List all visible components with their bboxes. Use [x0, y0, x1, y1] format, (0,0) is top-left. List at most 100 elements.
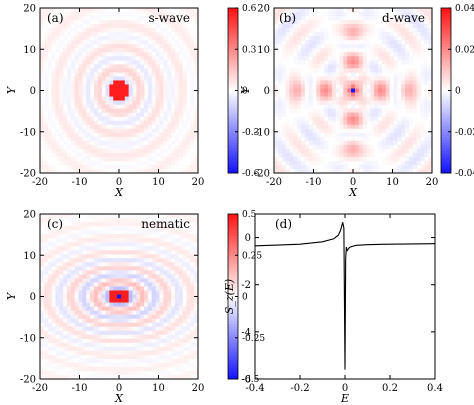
heatmap-cell — [277, 104, 283, 110]
heatmap-cell — [74, 168, 79, 174]
heatmap-cell — [274, 76, 279, 81]
heatmap-cell — [312, 44, 317, 49]
heatmap-cell — [147, 120, 153, 126]
heatmap-cell — [339, 72, 344, 77]
heatmap-cell — [171, 230, 176, 235]
heatmap-cell — [190, 226, 195, 231]
heatmap-cell — [159, 124, 164, 130]
heatmap-cell — [167, 156, 172, 162]
heatmap-cell — [70, 96, 76, 101]
heatmap-cell — [178, 108, 183, 114]
heatmap-cell — [55, 314, 60, 320]
heatmap-cell — [167, 64, 172, 69]
heatmap-cell — [393, 44, 398, 49]
heatmap-cell — [343, 144, 348, 150]
heatmap-cell — [312, 124, 317, 130]
heatmap-cell — [424, 100, 429, 105]
colorbar-tick-label: 0.25 — [242, 251, 262, 261]
heatmap-cell — [351, 72, 356, 77]
heatmap-cell — [63, 96, 68, 101]
heatmap-cell — [308, 28, 313, 33]
heatmap-cell — [362, 124, 367, 130]
heatmap-cell — [300, 52, 306, 57]
heatmap-cell — [128, 230, 133, 235]
heatmap-cell — [316, 60, 321, 65]
heatmap-cell — [124, 72, 130, 77]
heatmap-cell — [63, 302, 68, 307]
heatmap-cell — [105, 36, 110, 41]
heatmap-cell — [405, 36, 410, 41]
heatmap-cell — [171, 148, 176, 154]
heatmap-cell — [354, 44, 360, 49]
heatmap-cell — [343, 112, 348, 118]
heatmap-cell — [163, 222, 168, 227]
heatmap-cell — [171, 52, 176, 57]
y-axis-label: Y — [5, 291, 18, 300]
heatmap-cell — [109, 246, 114, 251]
heatmap-cell — [416, 88, 421, 93]
heatmap-cell — [47, 132, 52, 138]
heatmap-cell — [70, 116, 76, 122]
heatmap-cell — [155, 44, 160, 49]
heatmap-cell — [78, 68, 83, 73]
heatmap-cell — [312, 28, 317, 33]
heatmap-cell — [178, 148, 183, 154]
heatmap-cell — [113, 326, 118, 332]
heatmap-cell — [97, 124, 103, 130]
heatmap-cell — [86, 350, 91, 356]
heatmap-cell — [194, 238, 199, 243]
heatmap-cell — [144, 28, 149, 33]
heatmap-cell — [370, 164, 375, 170]
heatmap-cell — [86, 32, 91, 37]
colorbar-segment — [228, 90, 238, 94]
heatmap-cell — [174, 226, 180, 231]
heatmap-cell — [51, 214, 56, 219]
heatmap-cell — [86, 164, 91, 170]
heatmap-cell — [90, 342, 95, 348]
heatmap-cell — [194, 326, 199, 332]
heatmap-cell — [293, 48, 298, 53]
heatmap-cell — [101, 314, 106, 320]
heatmap-cell — [78, 294, 83, 299]
heatmap-cell — [109, 92, 114, 97]
heatmap-cell — [159, 290, 164, 295]
heatmap-cell — [174, 278, 180, 283]
heatmap-cell — [128, 374, 133, 380]
heatmap-cell — [316, 96, 321, 101]
heatmap-cell — [63, 230, 68, 235]
heatmap-cell — [312, 112, 317, 118]
heatmap-cell — [124, 68, 130, 73]
colorbar-segment — [228, 49, 238, 53]
heatmap-cell — [117, 222, 122, 227]
heatmap-cell — [389, 160, 394, 166]
heatmap-cell — [63, 298, 68, 303]
heatmap-cell — [289, 24, 294, 29]
heatmap-cell — [190, 116, 195, 122]
heatmap-cell — [43, 128, 49, 134]
heatmap-cell — [297, 160, 302, 166]
heatmap-cell — [109, 282, 114, 287]
heatmap-cell — [167, 96, 172, 101]
heatmap-cell — [47, 358, 52, 364]
heatmap-cell — [140, 112, 145, 118]
heatmap-cell — [389, 156, 394, 162]
heatmap-cell — [274, 148, 279, 154]
heatmap-cell — [113, 20, 118, 25]
heatmap-cell — [343, 120, 348, 126]
heatmap-cell — [370, 144, 375, 150]
heatmap-cell — [136, 104, 141, 110]
heatmap-cell — [109, 116, 114, 122]
heatmap-cell — [385, 152, 391, 158]
heatmap-cell — [90, 76, 95, 81]
colorbar-segment — [441, 159, 451, 163]
heatmap-cell — [343, 76, 348, 81]
heatmap-cell — [159, 286, 164, 291]
heatmap-cell — [47, 214, 52, 219]
heatmap-cell — [327, 96, 333, 101]
heatmap-cell — [55, 322, 60, 328]
heatmap-cell — [289, 40, 294, 45]
heatmap-cell — [140, 144, 145, 150]
heatmap-cell — [358, 76, 364, 81]
heatmap-cell — [47, 374, 52, 380]
heatmap-cell — [66, 68, 72, 73]
